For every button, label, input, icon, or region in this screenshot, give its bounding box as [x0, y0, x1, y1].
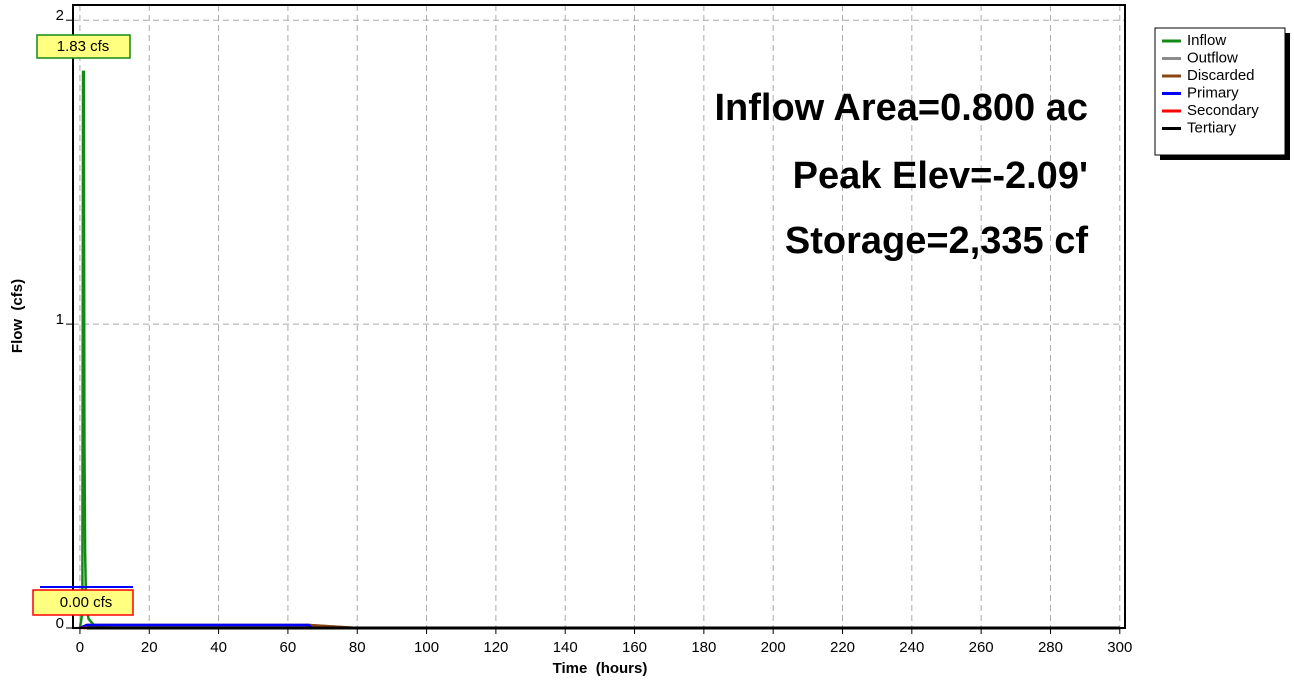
- annotation: Storage=2,335 cf: [785, 220, 1088, 262]
- x-tick-label: 200: [761, 639, 786, 656]
- x-tick-label: 60: [280, 639, 297, 656]
- y-tick-label: 2: [56, 7, 64, 24]
- plot-frame: [72, 4, 1126, 629]
- annotation: Inflow Area=0.800 ac: [714, 87, 1088, 129]
- series-line: [78, 70, 108, 630]
- legend-label: Inflow: [1187, 32, 1226, 49]
- x-tick-label: 80: [349, 639, 366, 656]
- x-tick-label: 120: [483, 639, 508, 656]
- plot-area: [73, 5, 1125, 628]
- legend-entries: InflowOutflowDiscardedPrimarySecondaryTe…: [1162, 32, 1259, 136]
- peak-box: [36, 34, 131, 59]
- x-tick-label: 180: [691, 639, 716, 656]
- x-tick-label: 140: [553, 639, 578, 656]
- x-tick-label: 20: [141, 639, 158, 656]
- legend-label: Primary: [1187, 84, 1239, 101]
- x-tick-label: 240: [899, 639, 924, 656]
- x-axis-label: Time (hours): [553, 660, 648, 677]
- legend-label: Discarded: [1187, 67, 1255, 84]
- x-tick-label: 0: [76, 639, 84, 656]
- legend-label: Tertiary: [1187, 119, 1237, 136]
- peak-label: 0.00 cfs: [60, 594, 113, 611]
- x-tick-label: 280: [1038, 639, 1063, 656]
- peak-label: 1.83 cfs: [57, 38, 110, 55]
- series-line: [79, 623, 313, 630]
- x-tick-label: 100: [414, 639, 439, 656]
- x-tick-label: 160: [622, 639, 647, 656]
- x-tick-label: 260: [969, 639, 994, 656]
- annotation: Peak Elev=-2.09': [793, 155, 1088, 197]
- y-tick-label: 1: [56, 311, 64, 328]
- x-tick-label: 300: [1107, 639, 1132, 656]
- x-tick-label: 220: [830, 639, 855, 656]
- legend: [1154, 27, 1286, 156]
- y-axis-label: Flow (cfs): [9, 279, 26, 353]
- legend-label: Outflow: [1187, 49, 1238, 66]
- y-tick-label: 0: [56, 615, 64, 632]
- legend-label: Secondary: [1187, 102, 1259, 119]
- x-tick-label: 40: [210, 639, 227, 656]
- peak-box: [32, 589, 134, 616]
